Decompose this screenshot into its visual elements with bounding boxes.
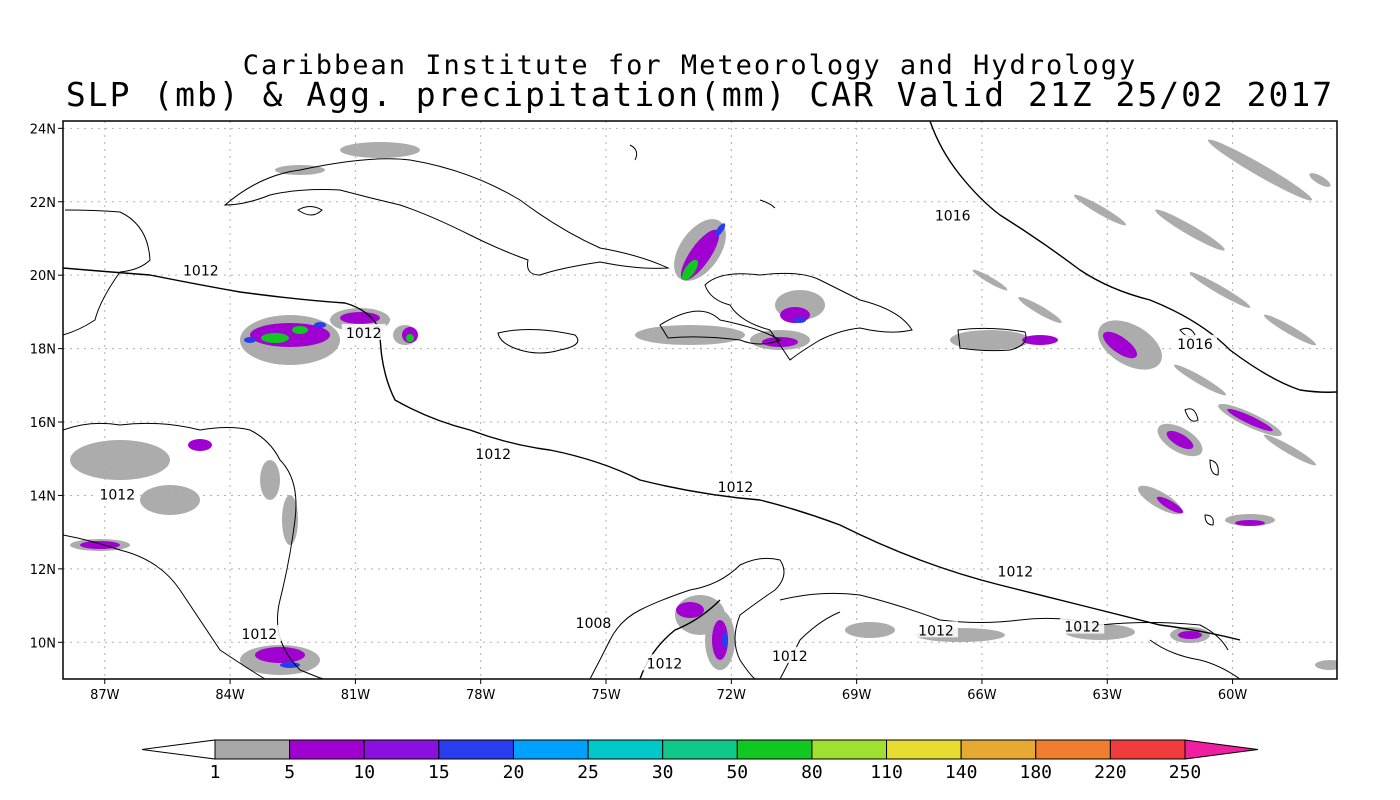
isobar-label: 1012 — [99, 487, 135, 503]
lat-label: 16N — [30, 416, 56, 431]
colorbar-under-triangle — [141, 739, 216, 760]
colorbar-label: 10 — [353, 762, 375, 783]
precipitation-shading — [70, 139, 1337, 675]
isobar-label: 1012 — [918, 623, 954, 639]
precipitation-colorbar: 1 5 10 15 20 25 30 50 80 110 140 180 220 250 — [141, 739, 1259, 783]
isobar-label-bg — [571, 613, 616, 630]
colorbar-label: 20 — [503, 762, 525, 783]
isobar-label: 1012 — [647, 656, 683, 672]
isobar-label-bg — [95, 485, 140, 502]
coastlines — [63, 144, 1241, 679]
isobar-label: 1012 — [346, 326, 382, 342]
isobar-labels: 1012 1012 1012 1012 1012 1012 1012 1012 1012 1008… — [95, 206, 1217, 672]
longitude-labels: 87W 84W 81W 78W 75W 72W 69W 66W 63W 60W — [90, 679, 1247, 703]
isobar-label: 1008 — [576, 616, 612, 632]
colorbar-segment — [214, 739, 291, 760]
colorbar-segment — [363, 739, 440, 760]
colorbar-label: 140 — [945, 762, 978, 783]
colorbar-segment — [1035, 739, 1111, 760]
colorbar-segment — [736, 739, 813, 760]
isobar-label: 1012 — [998, 565, 1034, 581]
isobar-label: 1012 — [718, 480, 754, 496]
colorbar-segment — [960, 739, 1037, 760]
isobar-label-bg — [471, 445, 516, 462]
colorbar-label: 50 — [726, 762, 748, 783]
isobar-label: 1012 — [772, 649, 808, 665]
isobar-label-bg — [642, 654, 687, 671]
isobar-label: 1012 — [1064, 620, 1100, 636]
isobar-label-bg — [1172, 334, 1217, 351]
isobar-label-bg — [1060, 617, 1105, 634]
colorbar-label: 180 — [1020, 762, 1053, 783]
map-background — [63, 121, 1337, 679]
lat-label: 10N — [30, 636, 56, 651]
lat-label: 12N — [30, 563, 56, 578]
colorbar-label: 5 — [284, 762, 295, 783]
isobar-label-bg — [930, 206, 975, 223]
colorbar-label: 30 — [652, 762, 674, 783]
latitude-labels: 24N 22N 20N 18N 16N 14N 12N 10N — [30, 122, 63, 651]
colorbar-segment — [438, 739, 514, 760]
colorbar-segment — [1109, 739, 1186, 760]
lat-label: 24N — [30, 122, 56, 137]
colorbar-segment — [289, 739, 365, 760]
colorbar-label: 110 — [870, 762, 903, 783]
colorbar-label: 250 — [1169, 762, 1202, 783]
isobar-label-bg — [993, 562, 1038, 579]
lon-label: 66W — [967, 688, 997, 703]
lon-label: 69W — [842, 688, 872, 703]
lon-label: 63W — [1093, 688, 1123, 703]
colorbar-label: 220 — [1094, 762, 1127, 783]
lon-label: 87W — [90, 688, 120, 703]
isobar-label: 1012 — [183, 264, 219, 280]
colorbar-label: 25 — [577, 762, 599, 783]
isobar-label: 1016 — [935, 208, 971, 224]
colorbar-segment — [886, 739, 962, 760]
colorbar-over-triangle — [1184, 739, 1259, 760]
lat-label: 14N — [30, 489, 56, 504]
isobar-label: 1012 — [475, 447, 511, 463]
title-line-2: SLP (mb) & Agg. precipitation(mm) CAR Va… — [65, 75, 1335, 114]
map-frame — [62, 120, 1338, 680]
colorbar-label: 1 — [210, 762, 221, 783]
isobar-label-bg — [237, 624, 282, 641]
lon-label: 78W — [466, 688, 496, 703]
colorbar-segment — [662, 739, 738, 760]
isobar-label-bg — [713, 478, 758, 495]
lon-label: 60W — [1218, 688, 1248, 703]
isobar-label-bg — [341, 323, 386, 340]
colorbar-label: 80 — [801, 762, 823, 783]
lon-label: 81W — [341, 688, 371, 703]
colorbar-segment — [811, 739, 888, 760]
isobar-label-bg — [914, 621, 959, 638]
isobar-label: 1012 — [242, 627, 278, 643]
title-line-1: Caribbean Institute for Meteorology and … — [242, 50, 1138, 81]
lat-label: 20N — [30, 269, 56, 284]
colorbar-segment — [512, 739, 589, 760]
lon-label: 72W — [717, 688, 747, 703]
isobar-label: 1016 — [1177, 337, 1213, 353]
colorbar-label: 15 — [428, 762, 450, 783]
lon-label: 84W — [215, 688, 245, 703]
isobar-label-bg — [178, 261, 223, 278]
lon-label: 75W — [591, 688, 621, 703]
lat-label: 22N — [30, 196, 56, 211]
colorbar-segment — [587, 739, 664, 760]
lat-label: 18N — [30, 343, 56, 358]
isobar-label-bg — [767, 646, 812, 663]
